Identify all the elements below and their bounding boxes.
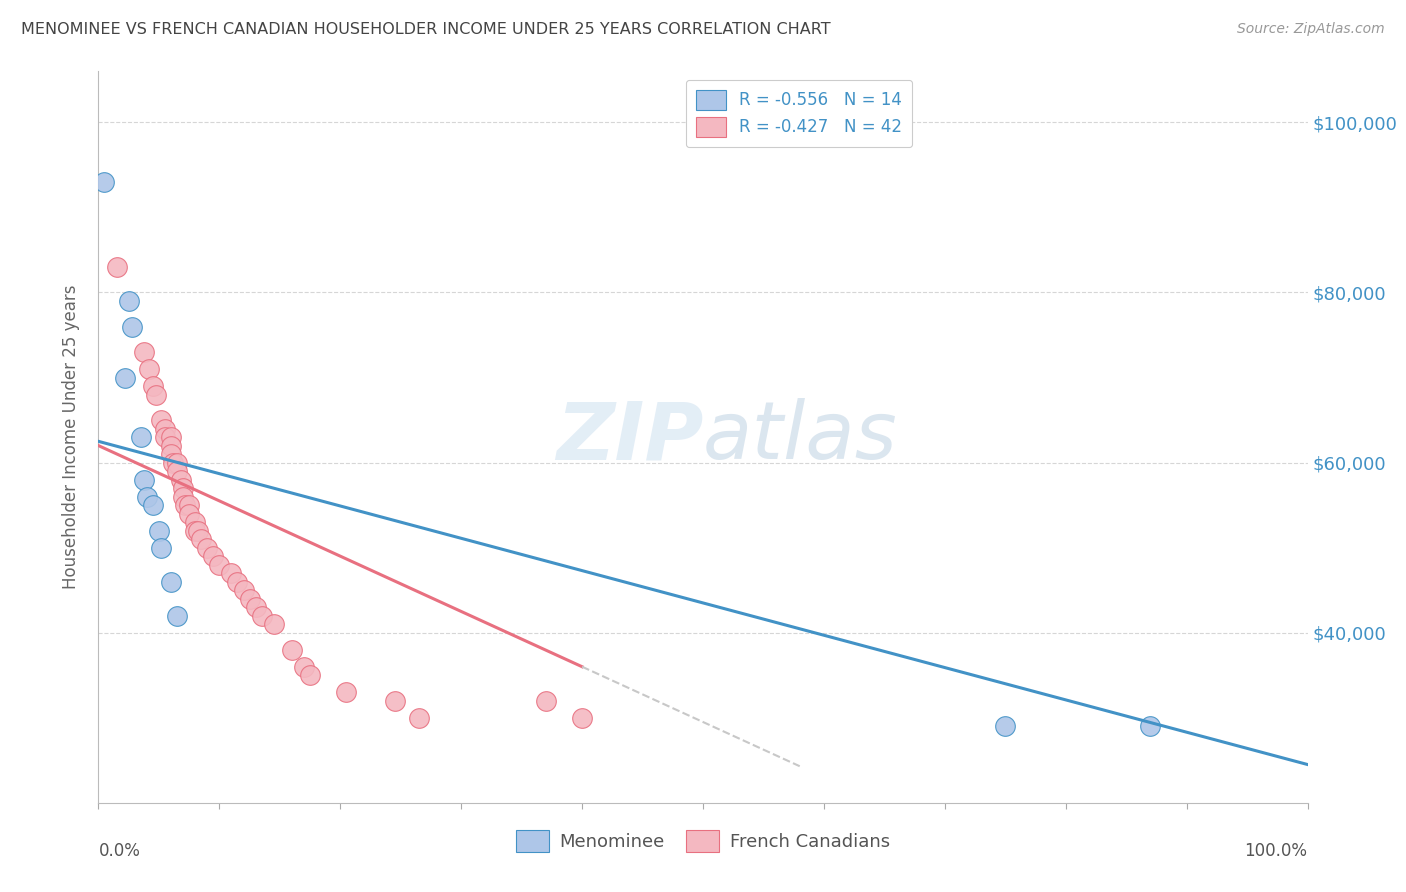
Point	[239, 591, 262, 606]
Text: ZIP: ZIP	[555, 398, 703, 476]
Point	[245, 600, 267, 615]
Point	[335, 685, 357, 699]
Point	[166, 464, 188, 478]
Point	[134, 473, 156, 487]
Text: Source: ZipAtlas.com: Source: ZipAtlas.com	[1237, 22, 1385, 37]
Text: MENOMINEE VS FRENCH CANADIAN HOUSEHOLDER INCOME UNDER 25 YEARS CORRELATION CHART: MENOMINEE VS FRENCH CANADIAN HOUSEHOLDER…	[21, 22, 831, 37]
Point	[221, 566, 243, 581]
Point	[994, 719, 1017, 733]
Point	[142, 498, 165, 512]
Point	[129, 430, 152, 444]
Text: atlas: atlas	[703, 398, 898, 476]
Point	[232, 583, 254, 598]
Point	[114, 370, 136, 384]
Legend: Menominee, French Canadians: Menominee, French Canadians	[509, 823, 897, 860]
Point	[250, 608, 273, 623]
Point	[172, 490, 194, 504]
Point	[148, 524, 170, 538]
Point	[534, 694, 557, 708]
Point	[384, 694, 406, 708]
Point	[172, 481, 194, 495]
Point	[299, 668, 322, 682]
Point	[184, 524, 207, 538]
Point	[160, 430, 183, 444]
Point	[153, 430, 176, 444]
Point	[153, 421, 176, 435]
Point	[208, 558, 231, 572]
Point	[162, 456, 184, 470]
Point	[150, 541, 173, 555]
Point	[179, 507, 201, 521]
Point	[166, 456, 188, 470]
Point	[179, 498, 201, 512]
Point	[150, 413, 173, 427]
Text: 100.0%: 100.0%	[1244, 842, 1308, 860]
Point	[184, 515, 207, 529]
Y-axis label: Householder Income Under 25 years: Householder Income Under 25 years	[62, 285, 80, 590]
Point	[166, 608, 188, 623]
Point	[134, 345, 156, 359]
Point	[571, 711, 593, 725]
Point	[105, 260, 128, 274]
Point	[190, 532, 212, 546]
Point	[408, 711, 430, 725]
Point	[145, 387, 167, 401]
Point	[292, 659, 315, 673]
Point	[281, 642, 304, 657]
Point	[226, 574, 249, 589]
Point	[121, 319, 143, 334]
Point	[195, 541, 218, 555]
Point	[174, 498, 197, 512]
Point	[263, 617, 285, 632]
Point	[142, 379, 165, 393]
Point	[160, 447, 183, 461]
Point	[187, 524, 209, 538]
Point	[1139, 719, 1161, 733]
Text: 0.0%: 0.0%	[98, 842, 141, 860]
Point	[118, 293, 141, 308]
Point	[160, 439, 183, 453]
Point	[93, 175, 115, 189]
Point	[202, 549, 225, 563]
Point	[138, 362, 160, 376]
Point	[135, 490, 157, 504]
Point	[160, 574, 183, 589]
Point	[169, 473, 191, 487]
